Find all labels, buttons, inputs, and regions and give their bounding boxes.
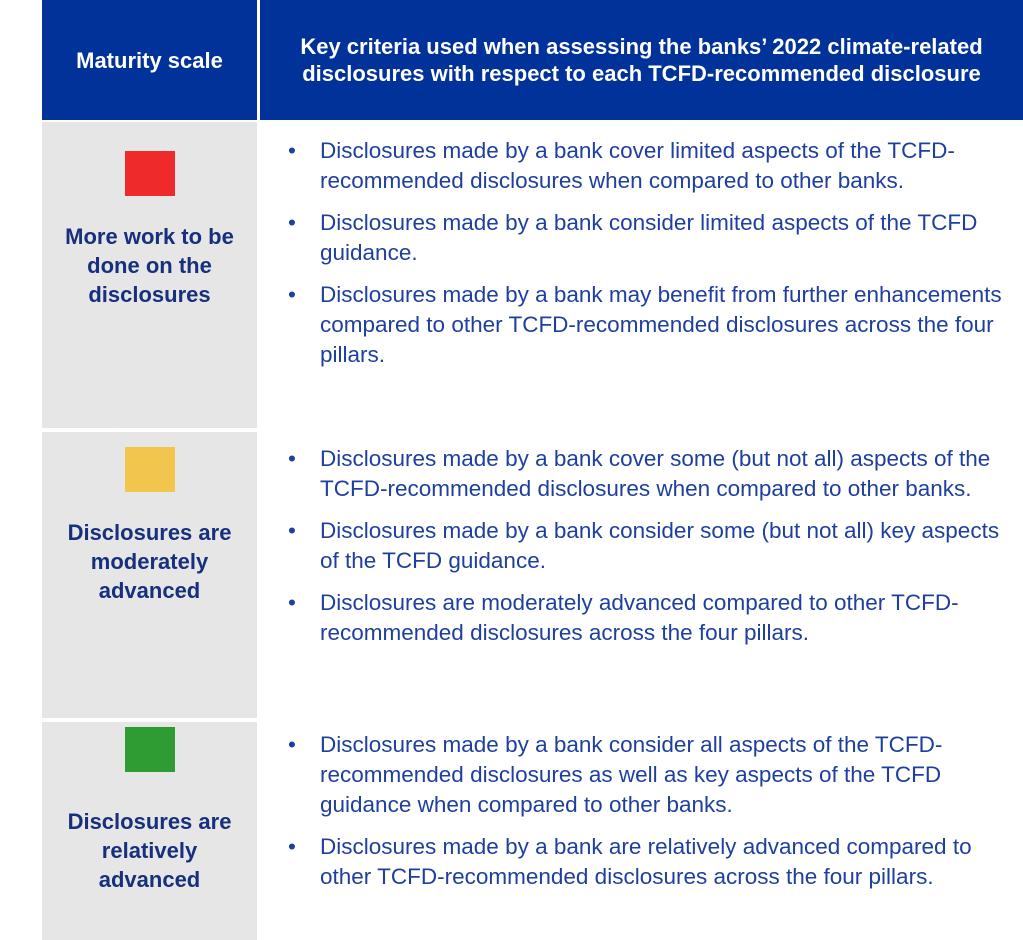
- color-swatch: [124, 151, 175, 196]
- color-swatch: [124, 447, 175, 492]
- criteria-item: Disclosures made by a bank are relativel…: [288, 832, 1015, 892]
- maturity-cell: Disclosures are moderately advanced: [42, 432, 257, 718]
- color-swatch: [124, 727, 175, 772]
- maturity-label: Disclosures are moderately advanced: [67, 520, 232, 603]
- criteria-cell: Disclosures made by a bank cover limited…: [260, 122, 1023, 428]
- criteria-item: Disclosures made by a bank cover some (b…: [288, 444, 1015, 504]
- maturity-cell: More work to be done on the disclosures: [42, 122, 257, 428]
- criteria-item: Disclosures made by a bank may benefit f…: [288, 280, 1015, 370]
- maturity-cell: Disclosures are relatively advanced: [42, 722, 257, 940]
- header-cell: Key criteria used when assessing the ban…: [260, 0, 1023, 120]
- maturity-label: More work to be done on the disclosures: [65, 224, 234, 307]
- criteria-item: Disclosures made by a bank cover limited…: [288, 136, 1015, 196]
- criteria-cell: Disclosures made by a bank consider all …: [260, 722, 1023, 940]
- maturity-label: Disclosures are relatively advanced: [67, 809, 232, 892]
- criteria-item: Disclosures made by a bank consider all …: [288, 730, 1015, 820]
- header-cell: Maturity scale: [42, 0, 257, 120]
- criteria-cell: Disclosures made by a bank cover some (b…: [260, 432, 1023, 718]
- criteria-item: Disclosures made by a bank consider limi…: [288, 208, 1015, 268]
- criteria-item: Disclosures are moderately advanced comp…: [288, 588, 1015, 648]
- criteria-item: Disclosures made by a bank consider some…: [288, 516, 1015, 576]
